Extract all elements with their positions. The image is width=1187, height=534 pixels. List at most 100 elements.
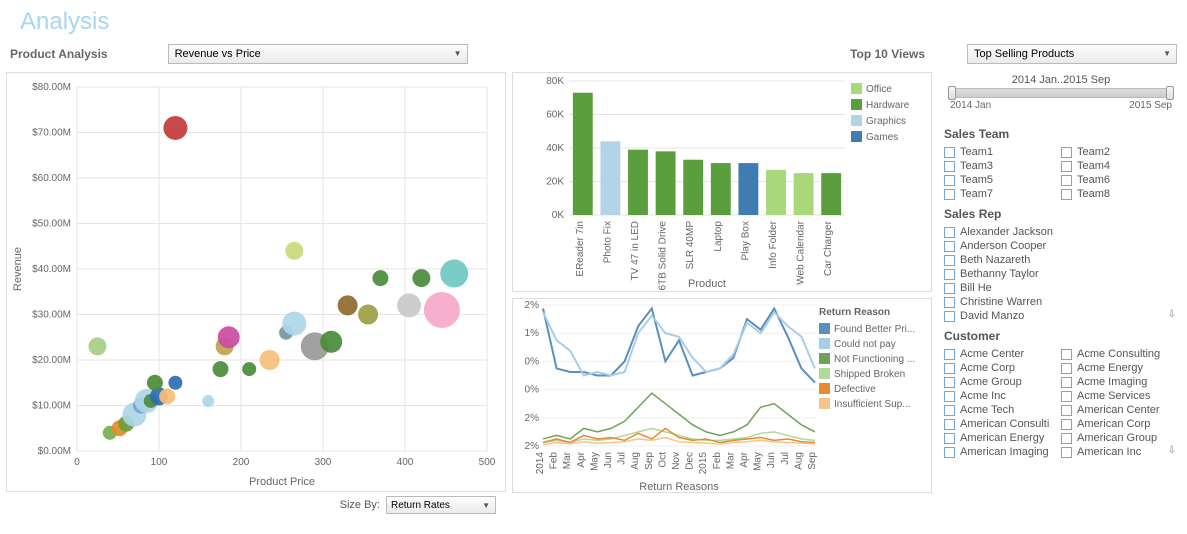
checkbox-icon[interactable] — [944, 433, 955, 444]
scatter-point[interactable] — [89, 337, 107, 355]
filter-check-christine-warren[interactable]: Christine Warren — [944, 295, 1178, 309]
filter-check-team1[interactable]: Team1 — [944, 145, 1061, 159]
filter-check-acme-tech[interactable]: Acme Tech — [944, 403, 1061, 417]
filter-check-bethanny-taylor[interactable]: Bethanny Taylor — [944, 267, 1178, 281]
line-series[interactable] — [543, 309, 815, 383]
scatter-point[interactable] — [159, 388, 175, 404]
checkbox-icon[interactable] — [1061, 377, 1072, 388]
checkbox-icon[interactable] — [1061, 447, 1072, 458]
bar[interactable] — [573, 93, 593, 215]
scatter-point[interactable] — [242, 362, 256, 376]
checkbox-icon[interactable] — [944, 349, 955, 360]
scatter-point[interactable] — [397, 293, 421, 317]
filter-check-acme-group[interactable]: Acme Group — [944, 375, 1061, 389]
filter-check-acme-energy[interactable]: Acme Energy — [1061, 361, 1178, 375]
bar[interactable] — [738, 163, 758, 215]
bar[interactable] — [766, 170, 786, 215]
filter-check-david-manzo[interactable]: David Manzo — [944, 309, 1178, 323]
scatter-point[interactable] — [358, 305, 378, 325]
checkbox-icon[interactable] — [1061, 363, 1072, 374]
scatter-point[interactable] — [260, 350, 280, 370]
checkbox-icon[interactable] — [1061, 391, 1072, 402]
filter-check-team8[interactable]: Team8 — [1061, 187, 1178, 201]
filter-check-team2[interactable]: Team2 — [1061, 145, 1178, 159]
filter-check-acme-inc[interactable]: Acme Inc — [944, 389, 1061, 403]
filter-check-american-center[interactable]: American Center — [1061, 403, 1178, 417]
scatter-point[interactable] — [285, 242, 303, 260]
checkbox-icon[interactable] — [944, 311, 955, 322]
filter-check-american-group[interactable]: American Group — [1061, 431, 1178, 445]
scatter-point[interactable] — [338, 295, 358, 315]
filter-check-anderson-cooper[interactable]: Anderson Cooper — [944, 239, 1178, 253]
filter-check-beth-nazareth[interactable]: Beth Nazareth — [944, 253, 1178, 267]
scatter-point[interactable] — [412, 269, 430, 287]
filter-check-team3[interactable]: Team3 — [944, 159, 1061, 173]
checkbox-icon[interactable] — [944, 147, 955, 158]
scatter-point[interactable] — [202, 395, 214, 407]
scatter-point[interactable] — [147, 375, 163, 391]
sales-rep-scroll-icon[interactable]: ⇩ — [1168, 309, 1176, 320]
checkbox-icon[interactable] — [944, 227, 955, 238]
checkbox-icon[interactable] — [944, 297, 955, 308]
scatter-point[interactable] — [440, 260, 468, 288]
time-slider[interactable]: 2014 Jan..2015 Sep 2014 Jan 2015 Sep — [944, 72, 1178, 121]
checkbox-icon[interactable] — [1061, 175, 1072, 186]
line-series[interactable] — [543, 312, 815, 375]
checkbox-icon[interactable] — [1061, 349, 1072, 360]
filter-check-american-consulti[interactable]: American Consulti — [944, 417, 1061, 431]
slider-thumb-start[interactable] — [948, 86, 956, 100]
bar[interactable] — [821, 173, 841, 215]
filter-check-american-corp[interactable]: American Corp — [1061, 417, 1178, 431]
filter-check-acme-corp[interactable]: Acme Corp — [944, 361, 1061, 375]
filter-check-american-imaging[interactable]: American Imaging — [944, 445, 1061, 459]
filter-check-acme-imaging[interactable]: Acme Imaging — [1061, 375, 1178, 389]
scatter-point[interactable] — [213, 361, 229, 377]
checkbox-icon[interactable] — [944, 419, 955, 430]
checkbox-icon[interactable] — [944, 283, 955, 294]
checkbox-icon[interactable] — [944, 391, 955, 402]
checkbox-icon[interactable] — [944, 161, 955, 172]
checkbox-icon[interactable] — [944, 363, 955, 374]
checkbox-icon[interactable] — [1061, 419, 1072, 430]
checkbox-icon[interactable] — [944, 189, 955, 200]
filter-check-alexander-jackson[interactable]: Alexander Jackson — [944, 225, 1178, 239]
checkbox-icon[interactable] — [1061, 147, 1072, 158]
bar[interactable] — [683, 160, 703, 215]
filter-check-american-inc[interactable]: American Inc — [1061, 445, 1178, 459]
scatter-point[interactable] — [168, 376, 182, 390]
filter-check-bill-he[interactable]: Bill He — [944, 281, 1178, 295]
bar[interactable] — [711, 163, 731, 215]
scatter-point[interactable] — [372, 270, 388, 286]
checkbox-icon[interactable] — [1061, 189, 1072, 200]
filter-check-american-energy[interactable]: American Energy — [944, 431, 1061, 445]
bar[interactable] — [794, 173, 814, 215]
scatter-point[interactable] — [282, 312, 306, 336]
bar[interactable] — [600, 141, 620, 215]
checkbox-icon[interactable] — [1061, 161, 1072, 172]
filter-check-team5[interactable]: Team5 — [944, 173, 1061, 187]
checkbox-icon[interactable] — [944, 377, 955, 388]
filter-check-acme-consulting[interactable]: Acme Consulting — [1061, 347, 1178, 361]
checkbox-icon[interactable] — [944, 241, 955, 252]
checkbox-icon[interactable] — [1061, 405, 1072, 416]
top-views-select[interactable] — [967, 44, 1177, 64]
checkbox-icon[interactable] — [944, 405, 955, 416]
scatter-point[interactable] — [218, 326, 240, 348]
product-analysis-select[interactable] — [168, 44, 468, 64]
bar[interactable] — [628, 150, 648, 215]
filter-check-acme-center[interactable]: Acme Center — [944, 347, 1061, 361]
checkbox-icon[interactable] — [944, 447, 955, 458]
filter-check-acme-services[interactable]: Acme Services — [1061, 389, 1178, 403]
filter-check-team7[interactable]: Team7 — [944, 187, 1061, 201]
slider-thumb-end[interactable] — [1166, 86, 1174, 100]
scatter-point[interactable] — [320, 331, 342, 353]
scatter-point[interactable] — [163, 116, 187, 140]
checkbox-icon[interactable] — [1061, 433, 1072, 444]
bar[interactable] — [656, 151, 676, 215]
size-by-select[interactable] — [386, 496, 496, 514]
filter-check-team4[interactable]: Team4 — [1061, 159, 1178, 173]
checkbox-icon[interactable] — [944, 269, 955, 280]
filter-check-team6[interactable]: Team6 — [1061, 173, 1178, 187]
checkbox-icon[interactable] — [944, 255, 955, 266]
scatter-point[interactable] — [424, 292, 460, 328]
